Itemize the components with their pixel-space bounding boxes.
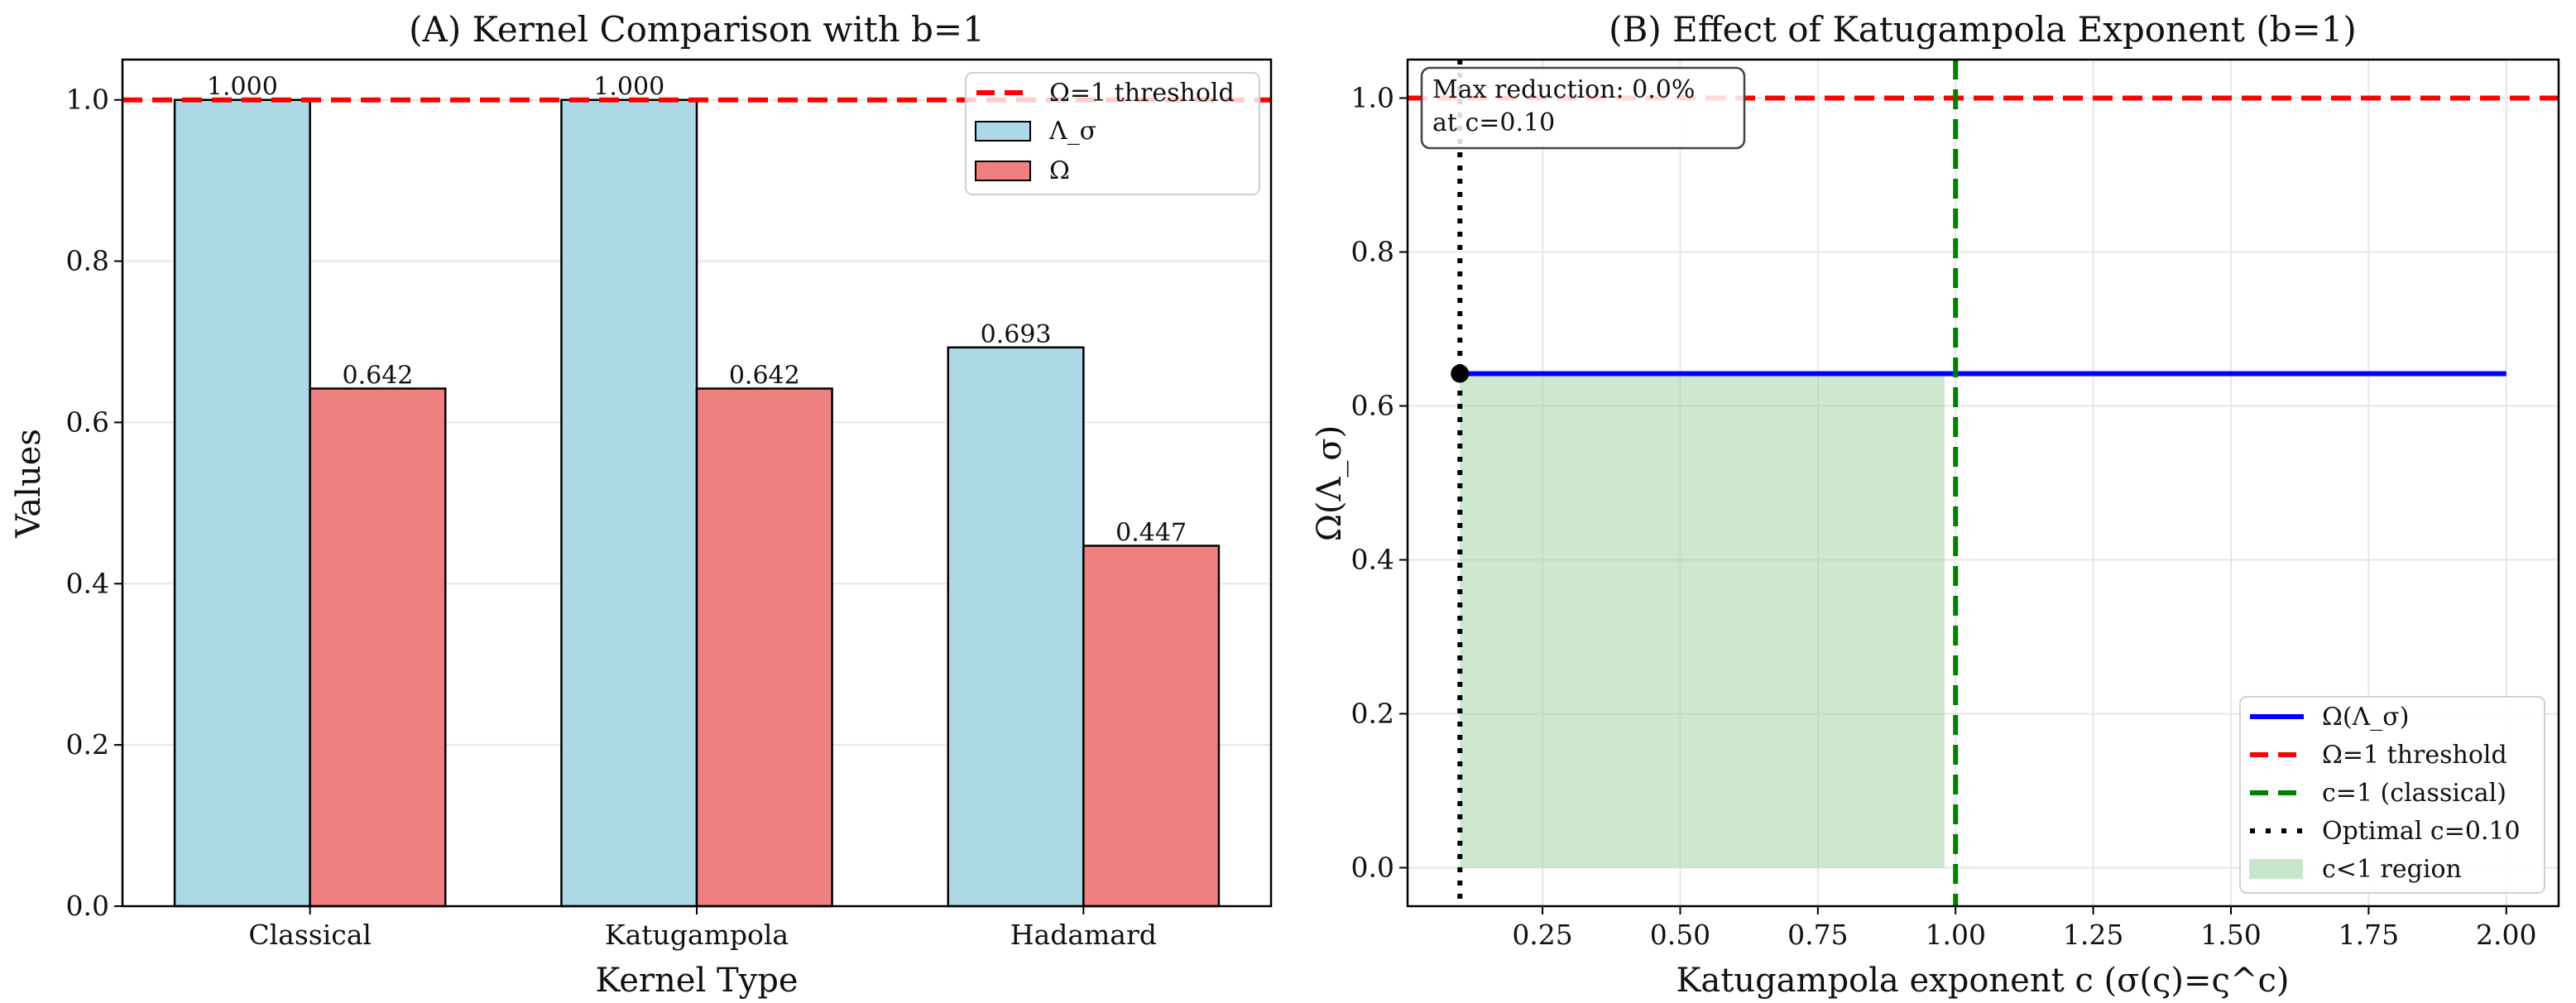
y-tick-label: 0.4 bbox=[66, 567, 109, 599]
y-tick-label: 0.6 bbox=[66, 406, 109, 438]
chart-b-xlabel: Katugampola exponent c (σ(ς)=ς^c) bbox=[1677, 962, 2290, 1000]
legend-label: c<1 region bbox=[2322, 855, 2462, 884]
plot-frame bbox=[121, 58, 1273, 908]
chart-a-title: (A) Kernel Comparison with b=1 bbox=[409, 9, 985, 50]
chart-b: 0.25 0.50 0.75 1.00 1.25 1.50 1.75 2.00 0.0 0.2 0.… bbox=[1351, 58, 2560, 951]
x-tick-label: 2.00 bbox=[2476, 919, 2536, 951]
annotation-box bbox=[1420, 66, 1746, 150]
legend-box bbox=[965, 72, 1260, 195]
legend-lambda-swatch bbox=[975, 121, 1031, 142]
bar-value-label: 0.693 bbox=[981, 320, 1052, 349]
y-tick-label: 0.2 bbox=[66, 728, 109, 761]
annotation-line: Max reduction: 0.0% bbox=[1432, 75, 1695, 104]
y-tick-label: 0.4 bbox=[1351, 544, 1394, 576]
legend: Ω(Λ_σ) Ω=1 threshold c=1 (classical) Optima… bbox=[2239, 696, 2545, 894]
y-tick-label: 0.0 bbox=[1351, 852, 1394, 884]
region-fill bbox=[1460, 373, 1945, 868]
bar-value-label: 1.000 bbox=[207, 73, 278, 102]
chart-a-xlabel: Kernel Type bbox=[595, 962, 798, 1000]
legend-label: c=1 (classical) bbox=[2322, 779, 2506, 808]
x-tick-label: Katugampola bbox=[605, 919, 789, 951]
chart-b-ylabel: Ω(Λ_σ) bbox=[1311, 425, 1349, 542]
annotation-line: at c=0.10 bbox=[1432, 108, 1555, 137]
x-tick-label: 0.25 bbox=[1512, 919, 1572, 951]
bar-value-label: 0.642 bbox=[342, 362, 413, 391]
bar-omega bbox=[309, 387, 447, 908]
x-tick-label: 0.75 bbox=[1787, 919, 1848, 951]
bar-lambda bbox=[173, 98, 311, 908]
optimal-point bbox=[1451, 364, 1470, 383]
y-tick-label: 1.0 bbox=[66, 84, 109, 116]
bar-omega bbox=[695, 387, 833, 908]
x-tick-label: Classical bbox=[248, 919, 372, 951]
bar-lambda bbox=[947, 346, 1085, 908]
legend-label: Ω=1 threshold bbox=[1049, 79, 1235, 108]
x-tick-label: 1.25 bbox=[2063, 919, 2123, 951]
annotation: Max reduction: 0.0% at c=0.10 bbox=[1420, 66, 1746, 150]
bar-value-label: 1.000 bbox=[593, 73, 664, 102]
legend-label: Λ_σ bbox=[1048, 117, 1096, 146]
x-tick-label: 1.00 bbox=[1925, 919, 1985, 951]
plot-frame bbox=[1406, 58, 2560, 908]
legend-label: Ω=1 threshold bbox=[2322, 741, 2507, 770]
chart-a: 0.0 0.2 0.4 0.6 0.8 1.0 1.000 0.642 Classical 1.0… bbox=[66, 58, 1273, 951]
y-tick-label: 0.8 bbox=[1351, 236, 1394, 268]
x-tick-label: 0.50 bbox=[1650, 919, 1710, 951]
x-tick-label: 1.75 bbox=[2339, 919, 2399, 951]
legend-label: Ω bbox=[1049, 156, 1070, 185]
y-tick-label: 1.0 bbox=[1351, 82, 1394, 114]
bar-omega bbox=[1082, 545, 1221, 908]
bar-value-label: 0.447 bbox=[1115, 518, 1187, 547]
chart-b-title: (B) Effect of Katugampola Exponent (b=1) bbox=[1609, 9, 2357, 50]
x-tick-label: 1.50 bbox=[2200, 919, 2261, 951]
bar-value-label: 0.642 bbox=[729, 362, 800, 391]
y-tick-label: 0.6 bbox=[1351, 390, 1394, 422]
legend-label: Ω(Λ_σ) bbox=[2322, 703, 2409, 732]
legend-box bbox=[2239, 696, 2545, 894]
bar-lambda bbox=[560, 98, 698, 908]
y-tick-label: 0.8 bbox=[66, 245, 109, 277]
legend-omega-swatch bbox=[975, 161, 1031, 181]
chart-a-ylabel: Values bbox=[10, 429, 48, 539]
y-tick-label: 0.0 bbox=[66, 890, 109, 922]
y-tick-label: 0.2 bbox=[1351, 698, 1394, 730]
legend-region-swatch bbox=[2249, 859, 2303, 879]
x-tick-label: Hadamard bbox=[1010, 919, 1157, 951]
legend: Ω=1 threshold Λ_σ Ω bbox=[965, 72, 1260, 195]
legend-label: Optimal c=0.10 bbox=[2322, 817, 2521, 846]
